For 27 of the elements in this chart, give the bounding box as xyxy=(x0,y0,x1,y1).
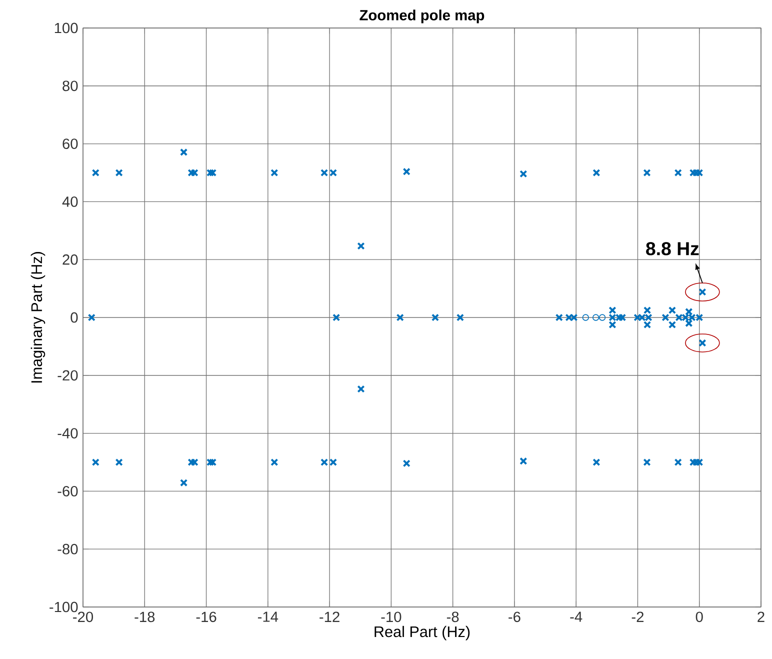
y-tick-label: 100 xyxy=(54,22,78,34)
x-axis-title: Real Part (Hz) xyxy=(374,626,470,640)
y-tick-label: -20 xyxy=(58,370,78,381)
x-tick-label: -8 xyxy=(446,612,459,622)
x-tick-label: 0 xyxy=(696,612,703,622)
y-tick-label: 0 xyxy=(70,312,78,323)
y-tick-label: 60 xyxy=(62,138,78,149)
x-tick-label: -12 xyxy=(320,612,340,622)
y-tick-label: -40 xyxy=(58,428,78,438)
x-tick-label: -10 xyxy=(381,612,402,622)
x-tick-label: -18 xyxy=(134,612,155,622)
y-tick-label: 40 xyxy=(62,196,78,207)
y-tick-label: 80 xyxy=(62,80,78,92)
y-tick-label: 20 xyxy=(62,254,78,265)
y-tick-label: -80 xyxy=(58,544,78,554)
x-tick-label: -20 xyxy=(73,612,94,622)
x-tick-label: -6 xyxy=(508,612,520,622)
x-tick-label: 2 xyxy=(758,612,764,622)
y-tick-label: -100 xyxy=(50,602,78,612)
annotation: 8.8 Hz xyxy=(646,242,699,256)
chart-title: Zoomed pole map xyxy=(360,10,484,24)
x-tick-label: -14 xyxy=(258,612,278,622)
x-tick-label: -2 xyxy=(632,612,644,622)
y-axis-title: Imaginary Part (Hz) xyxy=(30,252,46,383)
x-tick-label: -4 xyxy=(570,612,582,622)
x-tick-label: -16 xyxy=(196,612,216,622)
y-tick-label: -60 xyxy=(58,486,78,496)
